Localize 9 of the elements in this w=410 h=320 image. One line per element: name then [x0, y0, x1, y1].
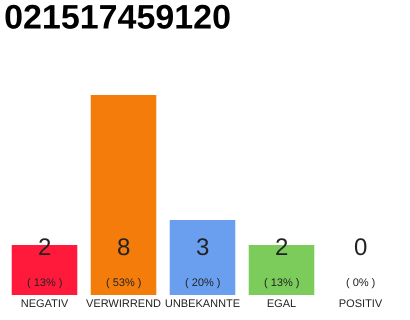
- x-tick-label: EGAL: [266, 298, 296, 310]
- data-label: 0 ( 0% ): [346, 234, 376, 290]
- x-tick-label: POSITIV: [338, 298, 383, 310]
- x-tick-label: UNBEKANNTE: [164, 298, 240, 310]
- data-label: 8 ( 53% ): [106, 234, 142, 290]
- x-tick-label: VERWIRREND: [86, 298, 162, 310]
- x-tick-label: NEGATIV: [20, 298, 69, 310]
- data-label: 3 ( 20% ): [185, 234, 220, 290]
- chart-title: 021517459120: [4, 0, 232, 37]
